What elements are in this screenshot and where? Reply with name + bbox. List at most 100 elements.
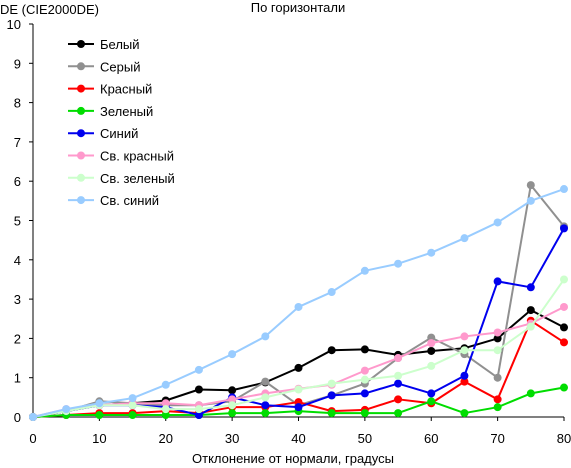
data-point bbox=[427, 333, 436, 342]
data-point bbox=[62, 405, 71, 414]
legend: Белый Серый Красный Зеленый Синий Св. красный… bbox=[68, 37, 175, 208]
y-tick-label: 8 bbox=[14, 96, 21, 111]
data-point bbox=[29, 413, 37, 421]
legend-item: Св. синий bbox=[68, 193, 159, 208]
data-point bbox=[294, 403, 303, 412]
data-point bbox=[560, 302, 568, 311]
x-tick-label: 20 bbox=[159, 431, 173, 446]
data-point bbox=[427, 397, 436, 406]
data-point bbox=[493, 395, 502, 404]
data-point bbox=[261, 377, 270, 386]
data-point bbox=[360, 366, 369, 375]
data-point bbox=[261, 332, 270, 341]
data-point bbox=[294, 385, 303, 394]
data-point bbox=[493, 328, 502, 337]
legend-item: Зеленый bbox=[68, 104, 153, 119]
data-point bbox=[360, 389, 369, 398]
legend-label: Св. красный bbox=[100, 149, 174, 164]
legend-marker bbox=[77, 62, 85, 71]
x-tick-label: 0 bbox=[29, 431, 36, 446]
legend-item: Синий bbox=[68, 126, 138, 141]
y-tick-label: 9 bbox=[14, 56, 21, 71]
data-point bbox=[327, 346, 336, 355]
data-point bbox=[261, 401, 270, 410]
data-point bbox=[560, 383, 568, 392]
data-point bbox=[427, 339, 436, 348]
data-point bbox=[228, 409, 237, 418]
x-axis-label: Отклонение от нормали, градусы bbox=[192, 451, 394, 466]
legend-marker bbox=[77, 173, 85, 182]
series-line bbox=[32, 278, 565, 418]
data-point bbox=[460, 234, 469, 243]
data-point bbox=[95, 411, 104, 420]
data-point bbox=[294, 363, 303, 372]
series-group bbox=[29, 185, 568, 421]
legend-item: Белый bbox=[68, 37, 140, 52]
data-point bbox=[427, 361, 436, 370]
legend-marker bbox=[77, 129, 85, 138]
data-point bbox=[327, 409, 336, 418]
x-tick-label: 60 bbox=[424, 431, 438, 446]
data-point bbox=[294, 302, 303, 311]
data-point bbox=[493, 346, 502, 355]
data-point bbox=[394, 409, 403, 418]
series-group bbox=[29, 275, 568, 421]
x-tick-label: 70 bbox=[490, 431, 504, 446]
data-point bbox=[327, 379, 336, 388]
y-tick-label: 0 bbox=[14, 410, 21, 425]
data-point bbox=[394, 259, 403, 268]
y-tick-label: 1 bbox=[14, 371, 21, 386]
legend-item: Св. красный bbox=[68, 149, 174, 164]
data-point bbox=[128, 401, 137, 410]
legend-label: Зеленый bbox=[100, 104, 153, 119]
legend-label: Синий bbox=[100, 126, 138, 141]
series-line bbox=[32, 184, 565, 418]
data-point bbox=[493, 334, 502, 343]
legend-item: Св. зеленый bbox=[68, 171, 175, 186]
legend-label: Св. зеленый bbox=[100, 171, 175, 186]
data-point bbox=[427, 346, 436, 355]
data-point bbox=[194, 385, 203, 394]
x-tick-label: 10 bbox=[92, 431, 106, 446]
data-point bbox=[394, 395, 403, 404]
data-point bbox=[161, 411, 170, 420]
data-point bbox=[360, 266, 369, 275]
data-point bbox=[194, 405, 203, 414]
data-point bbox=[95, 399, 104, 408]
data-point bbox=[327, 391, 336, 400]
legend-item: Красный bbox=[68, 82, 152, 97]
data-point bbox=[560, 338, 568, 347]
data-point bbox=[161, 399, 170, 408]
data-point bbox=[228, 350, 237, 359]
data-point bbox=[228, 386, 237, 395]
legend-label: Св. синий bbox=[100, 193, 159, 208]
data-point bbox=[526, 196, 535, 205]
y-tick-label: 3 bbox=[14, 292, 21, 307]
data-point bbox=[161, 405, 170, 414]
data-point bbox=[560, 323, 568, 332]
data-point bbox=[493, 403, 502, 412]
data-point bbox=[460, 371, 469, 380]
axes: 0 1 2 3 4 5 6 7 8 9 10 0 10 20 30 40 50 60 70 80 bbox=[7, 17, 571, 446]
series-lines bbox=[29, 181, 568, 421]
chart-title: По горизонтали bbox=[251, 0, 345, 15]
legend-marker bbox=[77, 196, 85, 205]
data-point bbox=[394, 379, 403, 388]
y-tick-label: 4 bbox=[14, 253, 21, 268]
data-point bbox=[427, 389, 436, 398]
data-point bbox=[560, 275, 568, 284]
data-point bbox=[460, 377, 469, 386]
data-point bbox=[460, 346, 469, 355]
data-point bbox=[161, 380, 170, 389]
data-point bbox=[261, 393, 270, 402]
data-point bbox=[460, 332, 469, 341]
y-axis-label: DE (CIE2000DE) bbox=[0, 2, 99, 17]
data-point bbox=[526, 283, 535, 292]
data-point bbox=[526, 389, 535, 398]
data-point bbox=[228, 401, 237, 410]
legend-marker bbox=[77, 106, 85, 115]
data-point bbox=[128, 394, 137, 403]
data-point bbox=[526, 322, 535, 331]
data-point bbox=[360, 409, 369, 418]
